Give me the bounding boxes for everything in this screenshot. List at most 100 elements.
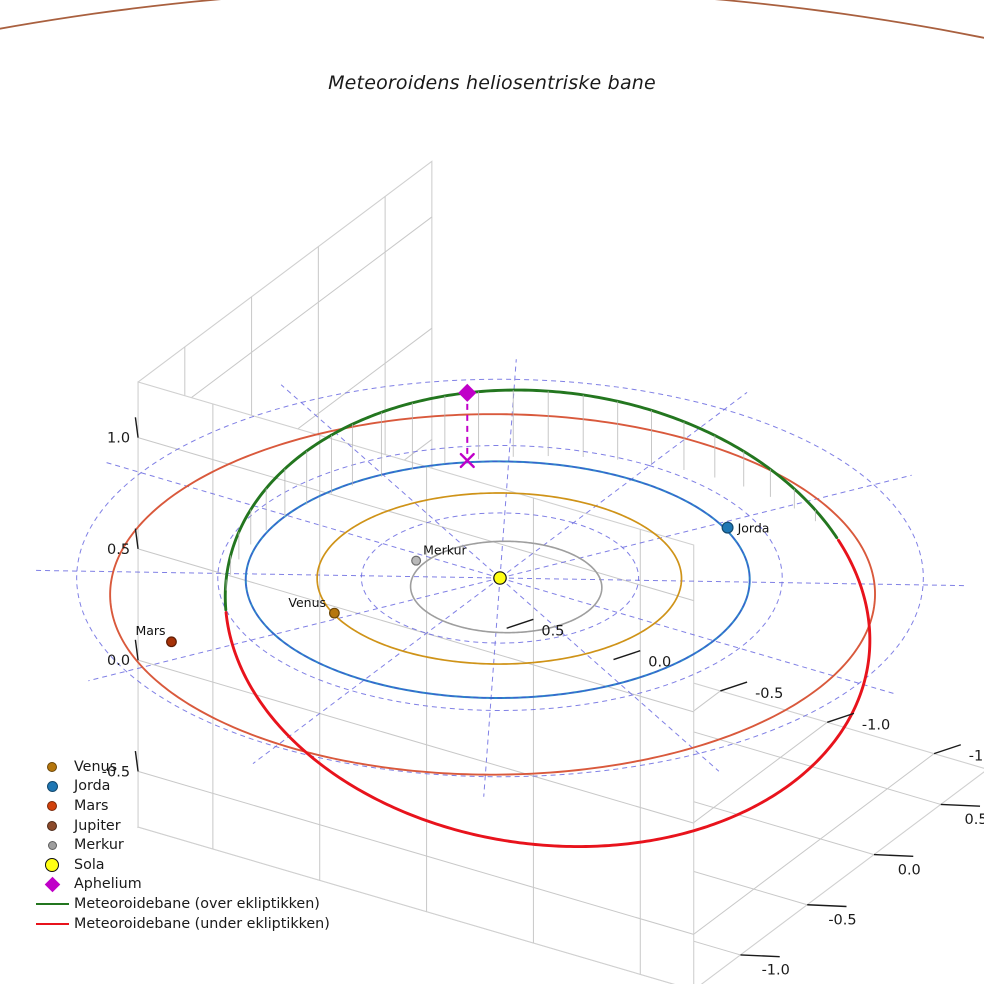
legend-item[interactable]: Merkur: [30, 835, 360, 855]
x-tick-label: -0.5: [828, 913, 856, 929]
legend-item[interactable]: Aphelium: [30, 875, 360, 895]
legend-marker-glyph: [47, 761, 57, 772]
z-tick-label: 0.0: [107, 653, 130, 669]
axis-tick: [134, 750, 139, 772]
polar-spoke: [499, 474, 912, 579]
axis-tick: [807, 904, 847, 908]
polar-spoke: [104, 461, 501, 579]
aphelion-marker: [458, 383, 477, 469]
legend-item-label: Meteoroidebane (over ekliptikken): [74, 895, 320, 912]
legend: Venus Jorda Mars Jupiter Merkur Sola Aphelium M…: [30, 757, 360, 933]
legend-marker-glyph: [35, 902, 69, 905]
body-marker-venus[interactable]: [328, 607, 340, 619]
legend-item-label: Jupiter: [74, 817, 121, 834]
legend-item-label: Mars: [74, 797, 109, 814]
legend-item[interactable]: Mars: [30, 796, 360, 816]
z-tick-label: 1.0: [107, 431, 130, 447]
projection-stems: [225, 390, 816, 591]
legend-dot-icon: [30, 840, 74, 850]
legend-item-label: Venus: [74, 758, 118, 775]
pane-gridline: [137, 548, 694, 713]
legend-dot-icon: [30, 857, 74, 872]
meteoroid-orbit: [223, 388, 872, 849]
legend-marker-glyph: [35, 922, 69, 925]
axis-tick: [134, 639, 139, 661]
legend-dot-icon: [30, 761, 74, 772]
meteoroid-above-ecliptic: [223, 433, 333, 612]
legend-item-label: Aphelium: [74, 876, 142, 893]
y-tick-label: -1.5: [969, 749, 984, 765]
legend-item[interactable]: Meteoroidebane (over ekliptikken): [30, 894, 360, 914]
legend-item-label: Sola: [74, 856, 105, 873]
body-marker-jorda[interactable]: [721, 521, 734, 534]
legend-dot-icon: [30, 780, 74, 792]
pane-gridline: [137, 437, 694, 602]
legend-marker-glyph: [47, 820, 57, 831]
polar-spoke: [34, 569, 501, 579]
axis-tick: [940, 803, 981, 807]
legend-line-swatch: [30, 902, 74, 905]
axis-tick: [826, 712, 855, 723]
z-tick-label: 0.5: [107, 542, 130, 558]
body-label-merkur: Merkur: [423, 543, 467, 558]
axis-tick: [873, 853, 914, 858]
legend-marker-glyph: [44, 876, 60, 893]
pane-gridline: [137, 659, 694, 824]
polar-spoke: [499, 577, 896, 695]
celestial-bodies: Merkur Venus Jorda Mars: [135, 521, 770, 648]
legend-item[interactable]: Jorda: [30, 777, 360, 797]
x-tick-label: 0.0: [898, 862, 921, 878]
x-tick-label: -1.0: [762, 963, 790, 979]
legend-item[interactable]: Jupiter: [30, 816, 360, 836]
y-tick-label: 0.0: [648, 655, 671, 671]
legend-item[interactable]: Meteoroidebane (under ekliptikken): [30, 914, 360, 934]
axis-tick: [933, 744, 962, 755]
meteoroid-below-ecliptic: [224, 538, 872, 849]
legend-item[interactable]: Sola: [30, 855, 360, 875]
legend-marker-glyph: [46, 780, 58, 792]
orbit-venus: [316, 492, 683, 665]
legend-marker-glyph: [47, 840, 57, 850]
axis-tick: [134, 417, 139, 438]
body-marker-mars[interactable]: [166, 636, 177, 648]
polar-spoke: [499, 577, 966, 587]
body-label-venus: Venus: [288, 595, 326, 610]
polar-spoke: [499, 577, 720, 772]
legend-item[interactable]: Venus: [30, 757, 360, 777]
page-title: Meteoroidens heliosentriske bane: [328, 72, 656, 94]
polar-grid: [34, 359, 966, 797]
y-tick-label: -0.5: [755, 686, 783, 702]
meteoroid-above-ecliptic: [329, 388, 839, 540]
orbit-jorda-dashed: [245, 460, 751, 699]
polar-spoke: [88, 577, 501, 682]
y-tick-label: 0.5: [541, 623, 564, 639]
legend-line-swatch: [30, 922, 74, 925]
legend-item-label: Merkur: [74, 837, 124, 854]
diamond-icon: [458, 383, 477, 402]
polar-spoke: [252, 577, 501, 765]
axis-tick: [740, 954, 780, 958]
polar-spoke: [499, 391, 748, 579]
x-tick-label: 0.5: [964, 812, 984, 828]
axis-ticks: 1.0 0.5 0.0 -0.5 -1.0 -0.5 0.0 0.5 -1.5 -1.0 -0.5 0…: [102, 417, 984, 979]
z-tick-label: -0.5: [102, 764, 130, 780]
body-label-jorda: Jorda: [737, 521, 770, 536]
legend-dot-icon: [30, 820, 74, 831]
body-marker-merkur[interactable]: [411, 555, 422, 566]
body-marker-sola[interactable]: [493, 571, 507, 585]
axis-tick: [134, 528, 139, 549]
polar-spoke: [483, 577, 501, 797]
legend-item-label: Jorda: [74, 778, 111, 795]
axis-tick: [720, 681, 748, 692]
legend-dot-icon: [30, 800, 74, 811]
legend-item-label: Meteoroidebane (under ekliptikken): [74, 915, 330, 932]
orbit-mars: [109, 413, 876, 776]
cross-icon: [459, 452, 475, 469]
y-tick-label: -1.0: [862, 717, 890, 733]
axis-tick: [613, 650, 641, 661]
legend-marker-glyph: [47, 800, 57, 811]
diamond-icon: [30, 876, 74, 893]
